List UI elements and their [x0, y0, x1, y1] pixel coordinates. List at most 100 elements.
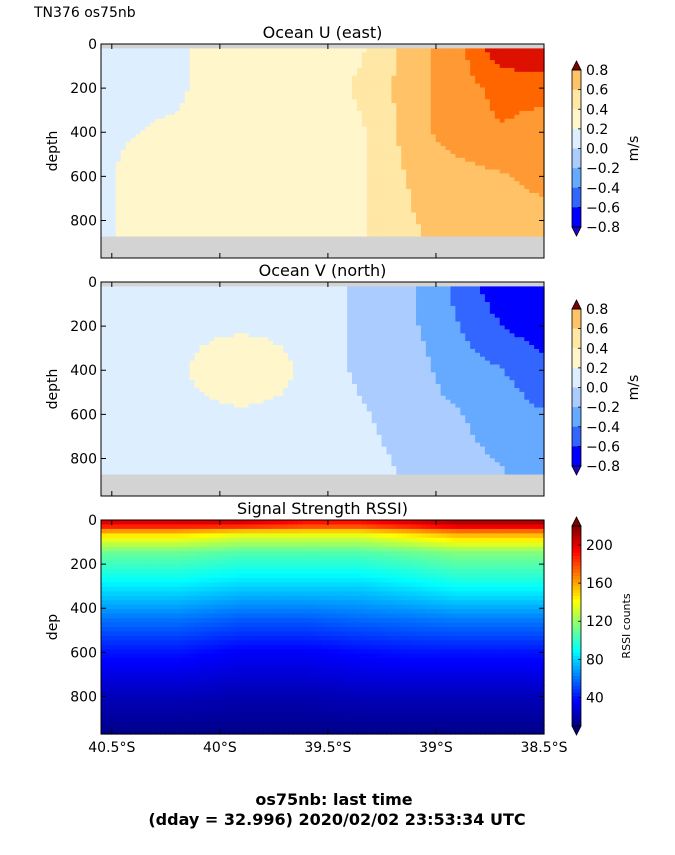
heatmap-cell — [214, 157, 220, 163]
heatmap-cell — [140, 146, 146, 151]
heatmap-cell — [233, 165, 240, 171]
heatmap-cell — [228, 75, 235, 81]
heatmap-cell — [524, 294, 530, 299]
heatmap-cell — [214, 165, 220, 171]
heatmap-cell — [475, 118, 481, 124]
heatmap-cell — [416, 95, 422, 100]
heatmap-cell — [327, 212, 333, 218]
heatmap-cell — [420, 126, 427, 132]
heatmap-cell — [499, 173, 506, 178]
heatmap-cell — [243, 146, 250, 151]
heatmap-cell — [465, 286, 471, 291]
heatmap-cell — [194, 208, 201, 214]
heatmap-cell — [430, 75, 437, 81]
heatmap-cell — [416, 200, 422, 206]
heatmap-cell — [499, 122, 506, 128]
heatmap-cell — [416, 48, 422, 53]
heatmap-cell — [150, 216, 156, 221]
heatmap-cell — [155, 309, 161, 315]
heatmap-cell — [425, 298, 432, 303]
heatmap-cell — [484, 185, 491, 190]
heatmap-cell — [238, 56, 245, 61]
heatmap-cell — [460, 71, 466, 77]
heatmap-cell — [371, 204, 378, 210]
heatmap-cell — [529, 228, 535, 233]
heatmap-cell — [401, 161, 407, 167]
heatmap-cell — [539, 87, 545, 92]
heatmap-cell — [297, 91, 304, 96]
heatmap-cell — [164, 107, 171, 112]
heatmap-cell — [327, 56, 333, 61]
heatmap-cell — [514, 302, 520, 307]
heatmap-cell — [484, 83, 491, 89]
heatmap-cell — [283, 192, 289, 198]
heatmap-cell — [499, 95, 506, 100]
heatmap-cell — [105, 309, 112, 315]
heatmap-cell — [120, 196, 127, 202]
heatmap-cell — [297, 99, 304, 104]
heatmap-cell — [253, 91, 260, 96]
heatmap-cell — [396, 91, 402, 96]
heatmap-cell — [401, 192, 407, 198]
heatmap-cell — [110, 157, 117, 163]
heatmap-cell — [135, 153, 141, 159]
heatmap-cell — [105, 232, 112, 237]
heatmap-cell — [322, 142, 329, 147]
heatmap-cell — [361, 67, 368, 73]
heatmap-cell — [105, 64, 112, 69]
heatmap-cell — [174, 64, 181, 69]
heatmap-cell — [352, 134, 358, 139]
heatmap-cell — [273, 149, 279, 155]
heatmap-cell — [420, 204, 427, 210]
heatmap-cell — [465, 192, 471, 198]
heatmap-cell — [115, 177, 122, 182]
heatmap-cell — [430, 103, 437, 108]
heatmap-cell — [475, 286, 481, 291]
heatmap-cell — [539, 60, 545, 65]
heatmap-cell — [494, 71, 501, 77]
heatmap-cell — [430, 95, 437, 100]
heatmap-cell — [342, 177, 348, 182]
heatmap-cell — [391, 157, 397, 163]
heatmap-cell — [376, 165, 383, 171]
heatmap-cell — [199, 110, 205, 116]
heatmap-cell — [420, 181, 427, 186]
heatmap-cell — [164, 87, 171, 92]
heatmap-cell — [352, 83, 358, 89]
heatmap-cell — [145, 122, 151, 128]
heatmap-cell — [489, 134, 496, 139]
heatmap-cell — [125, 153, 132, 159]
heatmap-cell — [233, 149, 240, 155]
heatmap-cell — [273, 157, 279, 163]
heatmap-cell — [292, 67, 299, 73]
heatmap-cell — [292, 138, 299, 143]
heatmap-cell — [125, 216, 132, 221]
heatmap-cell — [248, 204, 255, 210]
heatmap-cell — [347, 52, 353, 57]
heatmap-cell — [150, 87, 156, 92]
heatmap-cell — [130, 87, 137, 92]
heatmap-cell — [435, 95, 442, 100]
heatmap-cell — [322, 118, 329, 124]
heatmap-cell — [539, 161, 545, 167]
heatmap-cell — [155, 52, 161, 57]
heatmap-cell — [386, 157, 393, 163]
heatmap-cell — [450, 56, 456, 61]
heatmap-cell — [406, 95, 412, 100]
heatmap-cell — [278, 110, 284, 116]
heatmap-cell — [164, 302, 171, 307]
heatmap-cell — [411, 52, 417, 57]
heatmap-cell — [455, 91, 461, 96]
heatmap-cell — [475, 165, 481, 171]
heatmap-cell — [233, 200, 240, 206]
heatmap-cell — [366, 48, 373, 53]
heatmap-cell — [179, 142, 186, 147]
heatmap-cell — [337, 149, 343, 155]
heatmap-cell — [514, 177, 520, 182]
heatmap-cell — [406, 212, 412, 218]
heatmap-cell — [297, 216, 304, 221]
heatmap-cell — [470, 52, 476, 57]
heatmap-cell — [480, 114, 486, 120]
heatmap-cell — [219, 75, 225, 81]
heatmap-cell — [406, 60, 412, 65]
